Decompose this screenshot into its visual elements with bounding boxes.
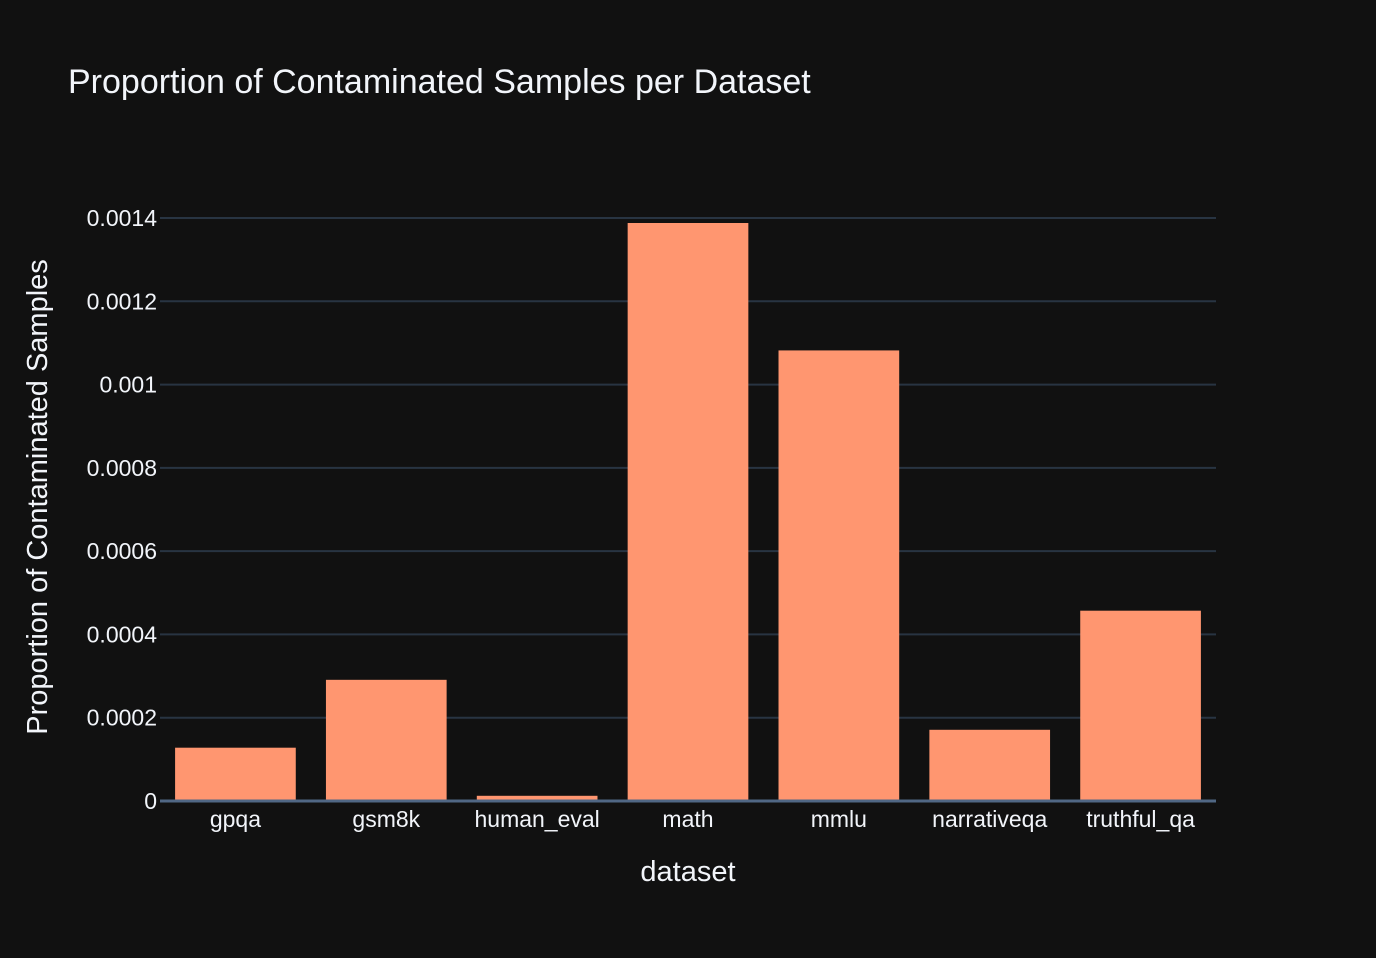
x-tick-labels: gpqa gsm8k human_eval math mmlu narrativeqa tr… [210,806,1195,832]
bars [175,222,1201,802]
bar-gsm8k[interactable] [325,679,447,801]
y-tick-labels: 0 0.0002 0.0004 0.0006 0.0008 0.001 0.0012 0.00… [87,205,158,814]
y-tick-label: 0 [144,788,157,814]
y-tick-label: 0.0006 [87,538,157,564]
bar-math[interactable] [627,222,749,802]
x-tick-label: gsm8k [352,806,420,832]
bar-gpqa[interactable] [175,747,296,801]
x-tick-label: human_eval [474,806,599,832]
y-tick-label: 0.0004 [87,621,158,647]
y-tick-label: 0.001 [99,372,157,398]
x-tick-label: mmlu [811,806,867,832]
chart-title: Proportion of Contaminated Samples per D… [68,63,811,101]
y-tick-label: 0.0002 [87,705,157,731]
y-tick-label: 0.0008 [87,455,157,481]
y-axis-title: Proportion of Contaminated Samples [22,259,54,735]
x-tick-label: gpqa [210,806,261,832]
x-tick-label: math [662,806,713,832]
bar-mmlu[interactable] [778,350,900,801]
y-tick-label: 0.0012 [87,288,157,314]
bar-truthful_qa[interactable] [1080,610,1201,801]
bar-human_eval[interactable] [476,795,598,801]
bar-narrativeqa[interactable] [929,729,1051,801]
y-tick-label: 0.0014 [87,205,158,231]
x-axis-title: dataset [640,856,735,888]
x-tick-label: truthful_qa [1086,806,1195,832]
x-tick-label: narrativeqa [932,806,1047,832]
